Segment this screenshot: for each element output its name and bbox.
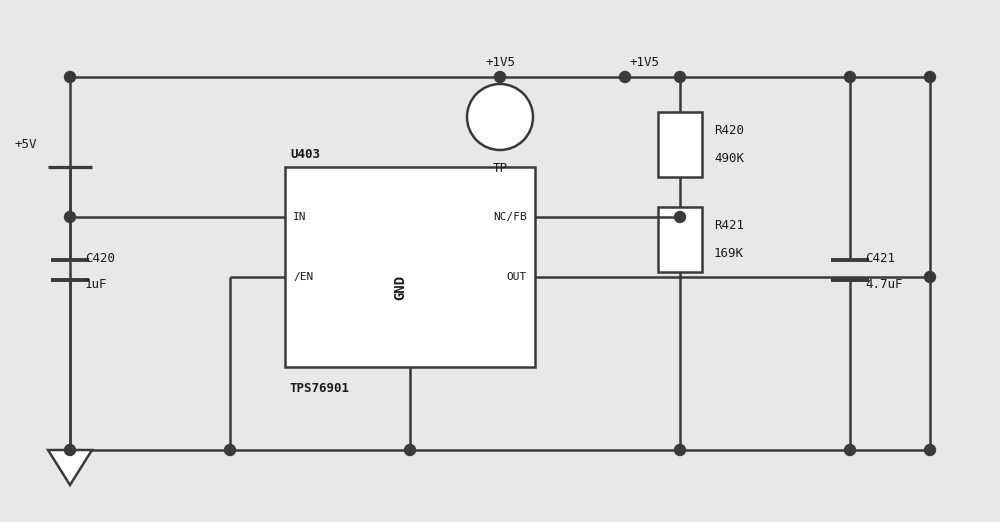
Text: R420: R420 bbox=[714, 124, 744, 137]
Text: +1V5: +1V5 bbox=[485, 55, 515, 68]
Text: +1V5: +1V5 bbox=[630, 55, 660, 68]
Circle shape bbox=[925, 271, 936, 282]
Polygon shape bbox=[48, 450, 92, 485]
Text: C421: C421 bbox=[865, 252, 895, 265]
Circle shape bbox=[925, 72, 936, 82]
Bar bbox=[285, 167, 535, 367]
Circle shape bbox=[844, 72, 856, 82]
Text: GND: GND bbox=[393, 275, 407, 300]
Text: +5V: +5V bbox=[15, 138, 37, 151]
Text: R421: R421 bbox=[714, 219, 744, 232]
Text: C420: C420 bbox=[85, 252, 115, 265]
Text: U403: U403 bbox=[290, 148, 320, 160]
Circle shape bbox=[64, 72, 76, 82]
Bar bbox=[658, 207, 702, 272]
Circle shape bbox=[404, 445, 415, 456]
Text: 4.7uF: 4.7uF bbox=[865, 278, 902, 291]
Circle shape bbox=[620, 72, 631, 82]
Text: 169K: 169K bbox=[714, 247, 744, 260]
Circle shape bbox=[925, 445, 936, 456]
Circle shape bbox=[64, 211, 76, 222]
Circle shape bbox=[674, 211, 686, 222]
Circle shape bbox=[494, 72, 506, 82]
Circle shape bbox=[674, 445, 686, 456]
Text: OUT: OUT bbox=[507, 272, 527, 282]
Text: /EN: /EN bbox=[293, 272, 313, 282]
Circle shape bbox=[844, 445, 856, 456]
Text: NC/FB: NC/FB bbox=[493, 212, 527, 222]
Text: 490K: 490K bbox=[714, 152, 744, 165]
Circle shape bbox=[224, 445, 236, 456]
Text: IN: IN bbox=[293, 212, 306, 222]
Bar bbox=[658, 112, 702, 177]
Circle shape bbox=[64, 445, 76, 456]
Text: 1uF: 1uF bbox=[85, 278, 108, 291]
Text: TP: TP bbox=[492, 161, 508, 174]
Circle shape bbox=[674, 72, 686, 82]
Circle shape bbox=[467, 84, 533, 150]
Text: TPS76901: TPS76901 bbox=[290, 383, 350, 396]
